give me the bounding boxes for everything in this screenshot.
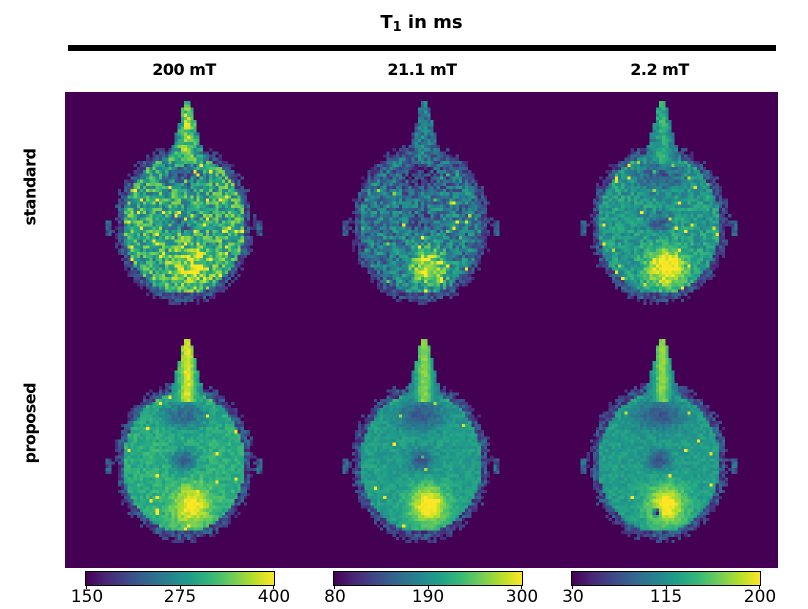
colorbar-tick-label: 300 (505, 587, 539, 607)
title-prefix: T (380, 12, 393, 33)
title-rule (68, 45, 776, 51)
colorbar-tick-label: 80 (324, 587, 346, 607)
title-subscript: 1 (392, 20, 402, 35)
colorbar-200mT: 150 275 400 (71, 571, 290, 607)
brain-map-standard-2.2mT (552, 98, 767, 324)
colorbar-tick-mark (180, 586, 181, 589)
colorbar-tick-label: 30 (562, 587, 584, 607)
row-label-proposed: proposed (20, 382, 40, 464)
colorbar-tick-label: 400 (257, 587, 291, 607)
brain-map-proposed-200mT (76, 336, 291, 562)
colorbar-tick-label: 190 (411, 587, 445, 607)
colorbar-tick-mark (428, 586, 429, 589)
colorbar-21.1mT: 80 190 300 (324, 571, 538, 607)
brain-map-standard-21.1mT (314, 98, 529, 324)
colorbar-gradient (85, 571, 275, 586)
colorbar-tick-label: 200 (743, 587, 777, 607)
colorbar-tick-mark (334, 586, 335, 589)
colorbar-tick-mark (666, 586, 667, 589)
colorbar-gradient (333, 571, 523, 586)
brain-map-proposed-2.2mT (552, 336, 767, 562)
colorbar-tick-mark (273, 586, 274, 589)
title-suffix: in ms (401, 12, 463, 33)
colorbar-tick-label: 150 (70, 587, 104, 607)
colorbar-tick-label: 275 (163, 587, 197, 607)
column-header-21.1mT: 21.1 mT (387, 60, 457, 79)
colorbar-gradient (571, 571, 761, 586)
column-header-200mT: 200 mT (152, 60, 216, 79)
colorbar-tick-mark (572, 586, 573, 589)
colorbar-tick-mark (759, 586, 760, 589)
brain-map-proposed-21.1mT (314, 336, 529, 562)
colorbar-2.2mT: 30 115 200 (562, 571, 776, 607)
figure-title: T1 in ms (65, 12, 778, 35)
colorbar-tick-mark (521, 586, 522, 589)
column-header-2.2mT: 2.2 mT (630, 60, 689, 79)
colorbar-tick-mark (86, 586, 87, 589)
row-label-standard: standard (20, 148, 40, 226)
colorbar-tick-label: 115 (649, 587, 683, 607)
brain-map-standard-200mT (76, 98, 291, 324)
image-panel (65, 92, 778, 568)
